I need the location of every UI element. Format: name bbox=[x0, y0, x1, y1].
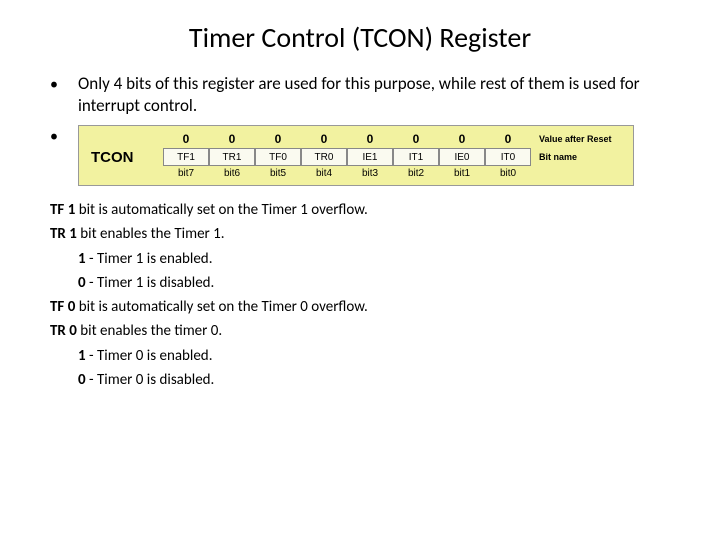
bit-num: bit5 bbox=[255, 168, 301, 179]
desc-tr1-1: 1 - Timer 1 is enabled. bbox=[50, 249, 670, 269]
bit-nums: bit7 bit6 bit5 bit4 bit3 bit2 bit1 bit0 bbox=[163, 168, 531, 179]
bit-name: TF0 bbox=[255, 148, 301, 166]
page-title: Timer Control (TCON) Register bbox=[50, 20, 670, 55]
diagram-row-reset: 0 0 0 0 0 0 0 0 Value after Reset bbox=[87, 132, 625, 146]
bit-num: bit3 bbox=[347, 168, 393, 179]
desc-tr1: TR 1 bit enables the Timer 1. bbox=[50, 224, 670, 244]
bullet-dot: • bbox=[50, 73, 78, 94]
tr0-text: bit enables the timer 0. bbox=[77, 322, 222, 340]
side-label-bitname: Bit name bbox=[531, 152, 625, 162]
bit-num: bit4 bbox=[301, 168, 347, 179]
reset-values: 0 0 0 0 0 0 0 0 bbox=[163, 132, 531, 146]
desc-tr0: TR 0 bit enables the timer 0. bbox=[50, 321, 670, 341]
tcon-diagram: 0 0 0 0 0 0 0 0 Value after Reset TCON T… bbox=[78, 125, 634, 186]
bit-names: TF1 TR1 TF0 TR0 IE1 IT1 IE0 IT0 bbox=[163, 148, 531, 166]
bit-num: bit7 bbox=[163, 168, 209, 179]
tr0-0-label: 0 bbox=[78, 371, 86, 389]
side-label-reset: Value after Reset bbox=[531, 134, 625, 144]
bullet-item-2: • 0 0 0 0 0 0 0 0 Value after Reset TCON bbox=[50, 125, 670, 186]
bullet-dot: • bbox=[50, 125, 78, 146]
reset-val: 0 bbox=[255, 132, 301, 146]
tf0-label: TF 0 bbox=[50, 298, 75, 316]
diagram-row-names: TCON TF1 TR1 TF0 TR0 IE1 IT1 IE0 IT0 Bit… bbox=[87, 148, 625, 166]
reset-val: 0 bbox=[439, 132, 485, 146]
desc-tf0: TF 0 bit is automatically set on the Tim… bbox=[50, 297, 670, 317]
bullet-text-1: Only 4 bits of this register are used fo… bbox=[78, 73, 670, 117]
desc-tr1-0: 0 - Timer 1 is disabled. bbox=[50, 273, 670, 293]
tr1-1-text: - Timer 1 is enabled. bbox=[86, 250, 213, 268]
tr1-1-label: 1 bbox=[78, 250, 86, 268]
tr0-label: TR 0 bbox=[50, 322, 77, 340]
tr0-1-label: 1 bbox=[78, 347, 86, 365]
bit-num: bit1 bbox=[439, 168, 485, 179]
tr1-label: TR 1 bbox=[50, 225, 77, 243]
bit-name: IT1 bbox=[393, 148, 439, 166]
desc-tf1: TF 1 bit is automatically set on the Tim… bbox=[50, 200, 670, 220]
bit-num: bit0 bbox=[485, 168, 531, 179]
tr1-0-label: 0 bbox=[78, 274, 86, 292]
bit-name: TR1 bbox=[209, 148, 255, 166]
reset-val: 0 bbox=[301, 132, 347, 146]
tr1-text: bit enables the Timer 1. bbox=[77, 225, 225, 243]
desc-tr0-1: 1 - Timer 0 is enabled. bbox=[50, 346, 670, 366]
bit-name: TF1 bbox=[163, 148, 209, 166]
bit-name: IE1 bbox=[347, 148, 393, 166]
diagram-row-bits: bit7 bit6 bit5 bit4 bit3 bit2 bit1 bit0 bbox=[87, 168, 625, 179]
description-block: TF 1 bit is automatically set on the Tim… bbox=[50, 200, 670, 390]
bit-num: bit6 bbox=[209, 168, 255, 179]
register-name: TCON bbox=[87, 149, 163, 166]
desc-tr0-0: 0 - Timer 0 is disabled. bbox=[50, 370, 670, 390]
reset-val: 0 bbox=[393, 132, 439, 146]
reset-val: 0 bbox=[347, 132, 393, 146]
reset-val: 0 bbox=[209, 132, 255, 146]
tr0-1-text: - Timer 0 is enabled. bbox=[86, 347, 213, 365]
tf1-label: TF 1 bbox=[50, 201, 75, 219]
tr0-0-text: - Timer 0 is disabled. bbox=[86, 371, 215, 389]
tr1-0-text: - Timer 1 is disabled. bbox=[86, 274, 215, 292]
bit-name: IE0 bbox=[439, 148, 485, 166]
tf1-text: bit is automatically set on the Timer 1 … bbox=[75, 201, 367, 219]
bullet-item-1: • Only 4 bits of this register are used … bbox=[50, 73, 670, 117]
bit-name: IT0 bbox=[485, 148, 531, 166]
reset-val: 0 bbox=[485, 132, 531, 146]
bit-name: TR0 bbox=[301, 148, 347, 166]
bit-num: bit2 bbox=[393, 168, 439, 179]
reset-val: 0 bbox=[163, 132, 209, 146]
tf0-text: bit is automatically set on the Timer 0 … bbox=[75, 298, 367, 316]
